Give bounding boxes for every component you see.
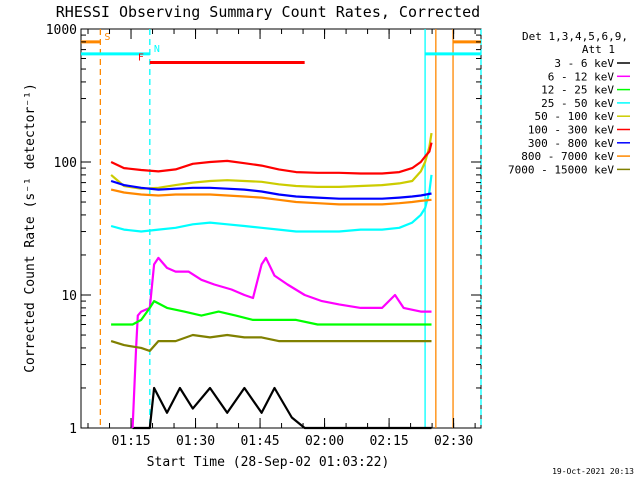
legend-label-3: 25 - 50 keV (541, 97, 614, 110)
legend-header-line1: Det 1,3,4,5,6,9, (522, 30, 628, 43)
legend-label-8: 7000 - 15000 keV (508, 163, 614, 176)
flag-label-s: S (104, 32, 110, 43)
plot-area: S NF (80, 28, 482, 430)
y-tick-label: 100 (54, 156, 77, 171)
legend-label-4: 50 - 100 keV (535, 110, 615, 123)
y-tick-label: 10 (61, 289, 77, 304)
series-line-3 (110, 174, 433, 233)
x-tick-label: 01:45 (240, 434, 279, 449)
series-line-2 (111, 300, 432, 326)
x-axis: 01:15 01:30 01:45 02:00 02:15 02:30 (87, 29, 476, 449)
series-line-0 (132, 386, 432, 430)
legend-label-2: 12 - 25 keV (541, 84, 614, 97)
y-axis-label: Corrected Count Rate (s⁻¹ detector⁻¹) (23, 83, 38, 373)
flag-label-f: F (138, 52, 144, 63)
legend-header-line2: Att 1 (582, 43, 615, 56)
x-tick-label: 02:30 (434, 434, 473, 449)
legend-label-0: 3 - 6 keV (554, 57, 614, 70)
legend-label-6: 300 - 800 keV (528, 137, 614, 150)
plot-frame (80, 28, 482, 429)
x-tick-label: 02:15 (370, 434, 409, 449)
x-tick-label: 01:15 (111, 434, 150, 449)
x-axis-label: Start Time (28-Sep-02 01:03:22) (147, 455, 390, 470)
series-line-6 (110, 179, 432, 200)
legend-label-5: 100 - 300 keV (528, 124, 614, 137)
series-line-5 (110, 142, 433, 175)
generation-timestamp: 19-Oct-2021 20:13 (552, 467, 634, 476)
legend-label-1: 6 - 12 keV (548, 70, 615, 83)
x-tick-label: 02:00 (305, 434, 344, 449)
y-tick-label: 1000 (46, 23, 77, 38)
y-tick-label: 1 (69, 422, 77, 437)
y-axis: 1 10 100 1000 (46, 23, 481, 437)
x-tick-label: 01:30 (176, 434, 215, 449)
series-line-1 (131, 256, 432, 429)
legend-label-7: 800 - 7000 keV (521, 150, 614, 163)
series-line-4 (110, 132, 433, 190)
flag-label-n: N (154, 44, 160, 55)
series-line-8 (110, 333, 432, 352)
series-line-7 (110, 188, 432, 206)
chart-title: RHESSI Observing Summary Count Rates, Co… (56, 3, 480, 21)
